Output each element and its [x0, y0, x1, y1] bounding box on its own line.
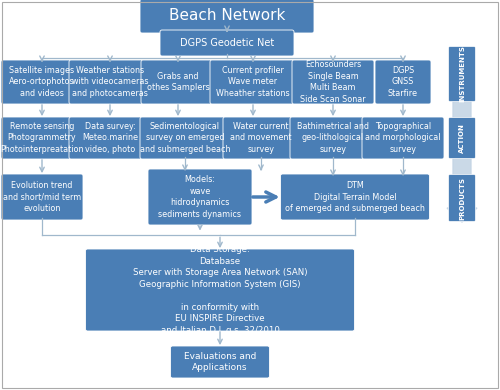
Text: INSTRUMENTS: INSTRUMENTS: [459, 46, 465, 103]
Text: Topographical
and morphological
survey: Topographical and morphological survey: [365, 122, 441, 154]
Text: Evolution trend
and short/mid term
evolution: Evolution trend and short/mid term evolu…: [3, 181, 81, 213]
FancyBboxPatch shape: [448, 174, 475, 222]
Text: Weather stations
with videocameras
and photocameras: Weather stations with videocameras and p…: [72, 66, 148, 98]
Text: Echosounders
Single Beam
Multi Beam
Side Scan Sonar: Echosounders Single Beam Multi Beam Side…: [300, 60, 366, 104]
Polygon shape: [447, 60, 477, 222]
FancyBboxPatch shape: [223, 117, 299, 159]
Text: Models:
wave
hidrodynamics
sediments dynamics: Models: wave hidrodynamics sediments dyn…: [158, 176, 242, 219]
FancyBboxPatch shape: [69, 60, 151, 104]
FancyBboxPatch shape: [140, 0, 314, 33]
FancyBboxPatch shape: [69, 117, 151, 159]
Text: Satellite images
Aero-ortophotos
and videos: Satellite images Aero-ortophotos and vid…: [9, 66, 75, 98]
Text: DGPS Geodetic Net: DGPS Geodetic Net: [180, 38, 274, 48]
FancyBboxPatch shape: [141, 60, 215, 104]
FancyBboxPatch shape: [362, 117, 444, 159]
FancyBboxPatch shape: [448, 117, 475, 158]
FancyBboxPatch shape: [290, 117, 376, 159]
FancyBboxPatch shape: [292, 60, 374, 104]
Text: Data Storage:
Database
Server with Storage Area Network (SAN)
Geographic Informa: Data Storage: Database Server with Stora…: [133, 245, 307, 335]
FancyBboxPatch shape: [375, 60, 431, 104]
Text: DGPS
GNSS
Starfire: DGPS GNSS Starfire: [388, 66, 418, 98]
Text: Water current
and movement
survey: Water current and movement survey: [230, 122, 292, 154]
FancyBboxPatch shape: [210, 60, 296, 104]
Text: Current profiler
Wave meter
Wheather stations: Current profiler Wave meter Wheather sta…: [216, 66, 290, 98]
Text: Remote sensing
Photogrammetry
Photointerpreatation: Remote sensing Photogrammetry Photointer…: [0, 122, 84, 154]
FancyBboxPatch shape: [1, 117, 83, 159]
FancyBboxPatch shape: [1, 174, 83, 220]
FancyBboxPatch shape: [448, 46, 475, 101]
Text: Data survey:
Meteo.marine
video, photo: Data survey: Meteo.marine video, photo: [82, 122, 138, 154]
FancyBboxPatch shape: [1, 60, 83, 104]
FancyBboxPatch shape: [160, 30, 294, 56]
FancyBboxPatch shape: [280, 174, 430, 220]
Text: DTM
Digital Terrain Model
of emerged and submerged beach: DTM Digital Terrain Model of emerged and…: [285, 181, 425, 213]
FancyBboxPatch shape: [86, 249, 354, 331]
FancyBboxPatch shape: [140, 117, 230, 159]
Text: Sedimentological
survey on emerged
and submerged beach: Sedimentological survey on emerged and s…: [140, 122, 230, 154]
Text: Bathimetrical and
geo-lithological
survey: Bathimetrical and geo-lithological surve…: [297, 122, 369, 154]
FancyBboxPatch shape: [170, 346, 270, 378]
Text: ACTION: ACTION: [459, 123, 465, 153]
Text: Evaluations and
Applications: Evaluations and Applications: [184, 352, 256, 372]
Text: PRODUCTS: PRODUCTS: [459, 177, 465, 220]
Text: Grabs and
othes Samplers: Grabs and othes Samplers: [146, 72, 210, 92]
FancyBboxPatch shape: [148, 169, 252, 225]
Text: Beach Network: Beach Network: [169, 9, 285, 23]
